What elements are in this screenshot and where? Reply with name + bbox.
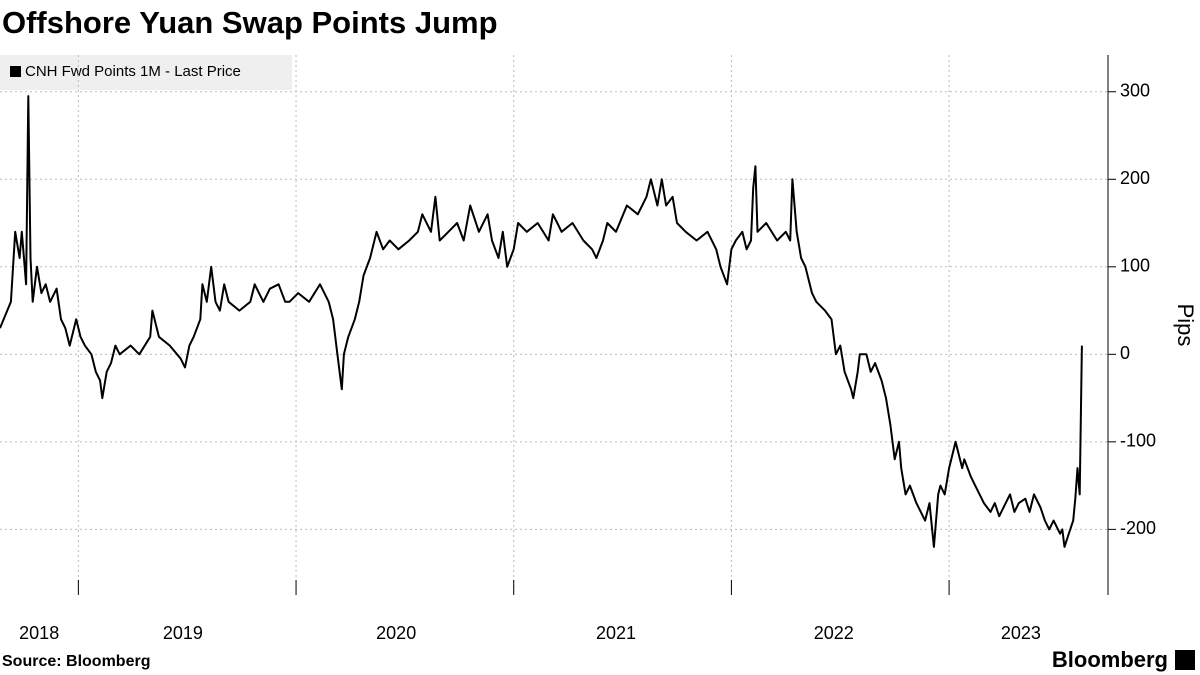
y-tick-label: 0 <box>1120 343 1130 363</box>
chart-title: Offshore Yuan Swap Points Jump <box>2 5 498 40</box>
x-tick-label: 2022 <box>814 623 854 643</box>
legend-box <box>0 55 292 90</box>
y-tick-label: -100 <box>1120 431 1156 451</box>
legend-label: CNH Fwd Points 1M - Last Price <box>25 63 241 80</box>
x-tick-label: 2018 <box>19 623 59 643</box>
y-tick-label: 100 <box>1120 256 1150 276</box>
x-tick-label: 2020 <box>376 623 416 643</box>
y-tick-label: -200 <box>1120 518 1156 538</box>
line-series <box>0 95 1083 548</box>
y-tick-label: 300 <box>1120 81 1150 101</box>
brand-icon <box>1175 650 1195 670</box>
y-axis-label: Pips <box>1173 304 1198 347</box>
brand: Bloomberg <box>1052 647 1168 672</box>
legend-swatch <box>10 66 21 77</box>
source: Source: Bloomberg <box>2 653 150 670</box>
x-tick-label: 2023 <box>1001 623 1041 643</box>
x-tick-label: 2021 <box>596 623 636 643</box>
y-tick-label: 200 <box>1120 168 1150 188</box>
x-tick-label: 2019 <box>163 623 203 643</box>
